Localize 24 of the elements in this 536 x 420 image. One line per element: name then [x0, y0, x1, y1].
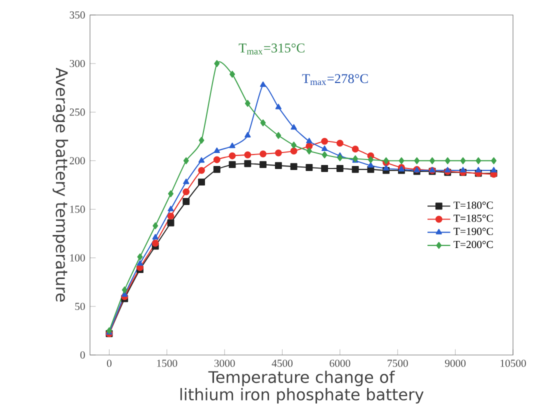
x-axis-title: Temperature change of lithium iron phosphate battery	[180, 370, 424, 404]
y-tick-label: 200	[70, 157, 85, 164]
legend-label: T=185°C	[454, 214, 493, 222]
y-tick-label: 50	[75, 302, 85, 310]
legend-label: T=190°C	[454, 228, 493, 235]
annotation: T$_{max}$=278°C	[302, 74, 368, 86]
x-tick-label: 4500	[272, 360, 293, 367]
y-tick-label: 300	[70, 60, 85, 68]
y-tick-label: 250	[70, 108, 85, 116]
y-tick-label: 100	[70, 254, 85, 262]
x-tick-label: 10500	[500, 360, 526, 367]
y-tick-label: 150	[70, 206, 85, 213]
x-tick-label: 0	[106, 360, 112, 367]
x-tick-label: 3000	[214, 360, 235, 367]
y-axis-title: Average battery temperature	[52, 68, 68, 302]
legend-label: T=180°C	[454, 202, 493, 209]
y-tick-label: 0	[80, 351, 85, 359]
legend-label: T=200°C	[454, 240, 493, 248]
x-tick-label: 9000	[444, 360, 466, 367]
x-tick-label: 1500	[157, 360, 178, 367]
y-tick-label: 350	[70, 11, 85, 19]
x-tick-label: 6000	[330, 360, 350, 367]
x-tick-label: 7500	[388, 360, 408, 367]
annotation: T$_{max}$=315°C	[238, 44, 304, 54]
